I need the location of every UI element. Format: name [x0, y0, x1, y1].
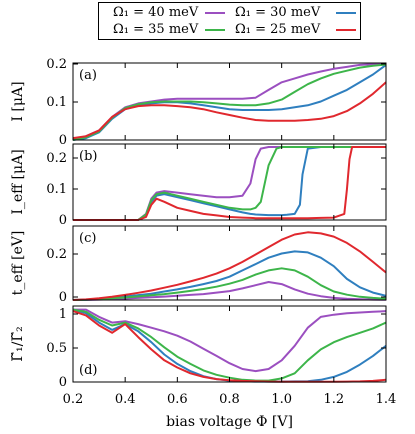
series-line	[72, 64, 387, 141]
legend-label: Ω₁ = 40 meV	[113, 5, 199, 20]
y-tick-label: 0	[59, 213, 67, 228]
y-tick-label: 0.1	[46, 95, 67, 110]
y-tick-label: 0.2	[46, 247, 67, 262]
panel-frame	[72, 225, 387, 301]
y-tick-label: 0	[59, 290, 67, 305]
series-line	[72, 81, 387, 140]
legend-swatch	[205, 12, 225, 14]
x-tick-label: 0.6	[167, 392, 188, 407]
legend-entry: Ω₁ = 40 meV	[113, 5, 225, 20]
legend-label: Ω₁ = 35 meV	[113, 22, 199, 37]
y-tick-label: 0.2	[46, 151, 67, 166]
legend-swatch	[336, 12, 356, 14]
x-tick-label: 0.4	[115, 392, 136, 407]
series-line	[72, 63, 387, 141]
series-line	[73, 146, 386, 221]
y-tick-label: 0	[59, 133, 67, 148]
legend-entry: Ω₁ = 30 meV	[235, 5, 356, 20]
x-axis-label: bias voltage Φ [V]	[166, 414, 293, 430]
y-tick-label: 0.2	[46, 57, 67, 72]
y-axis-label: I [μA]	[10, 81, 26, 121]
x-tick-label: 1.2	[323, 392, 344, 407]
x-tick-label: 0.2	[63, 392, 84, 407]
panel-label: (b)	[79, 149, 97, 164]
y-tick-label: 1	[59, 307, 67, 322]
panel-frame	[72, 305, 387, 383]
legend-entry: Ω₁ = 25 meV	[235, 22, 356, 37]
panel-frame	[72, 62, 387, 141]
series-line	[72, 308, 387, 383]
series-line	[72, 62, 387, 141]
series-line	[73, 146, 386, 221]
y-axis-label: Γ̃₁/Γ̃₂	[10, 326, 26, 361]
y-tick-label: 0.1	[46, 182, 67, 197]
legend: Ω₁ = 40 meV Ω₁ = 30 meV Ω₁ = 35 meV Ω₁ =…	[98, 2, 361, 40]
x-tick-label: 1.4	[376, 392, 397, 407]
legend-swatch	[336, 29, 356, 31]
panel-label: (c)	[79, 231, 96, 246]
panel-label: (a)	[79, 68, 97, 83]
y-tick-label: 0.5	[46, 341, 67, 356]
legend-swatch	[205, 29, 225, 31]
x-tick-label: 1.0	[271, 392, 292, 407]
legend-label: Ω₁ = 25 meV	[235, 22, 321, 37]
series-line	[73, 308, 387, 373]
x-tick-label: 0.8	[219, 392, 240, 407]
series-line	[73, 146, 386, 221]
y-axis-label: t_eff [eV]	[10, 231, 26, 296]
legend-entry: Ω₁ = 35 meV	[113, 22, 225, 37]
y-tick-label: 0	[59, 375, 67, 390]
panel-label: (d)	[79, 363, 97, 378]
y-axis-label: I_eff [μA]	[10, 149, 26, 214]
series-line	[72, 308, 387, 382]
legend-label: Ω₁ = 30 meV	[235, 5, 321, 20]
series-line	[72, 231, 387, 301]
